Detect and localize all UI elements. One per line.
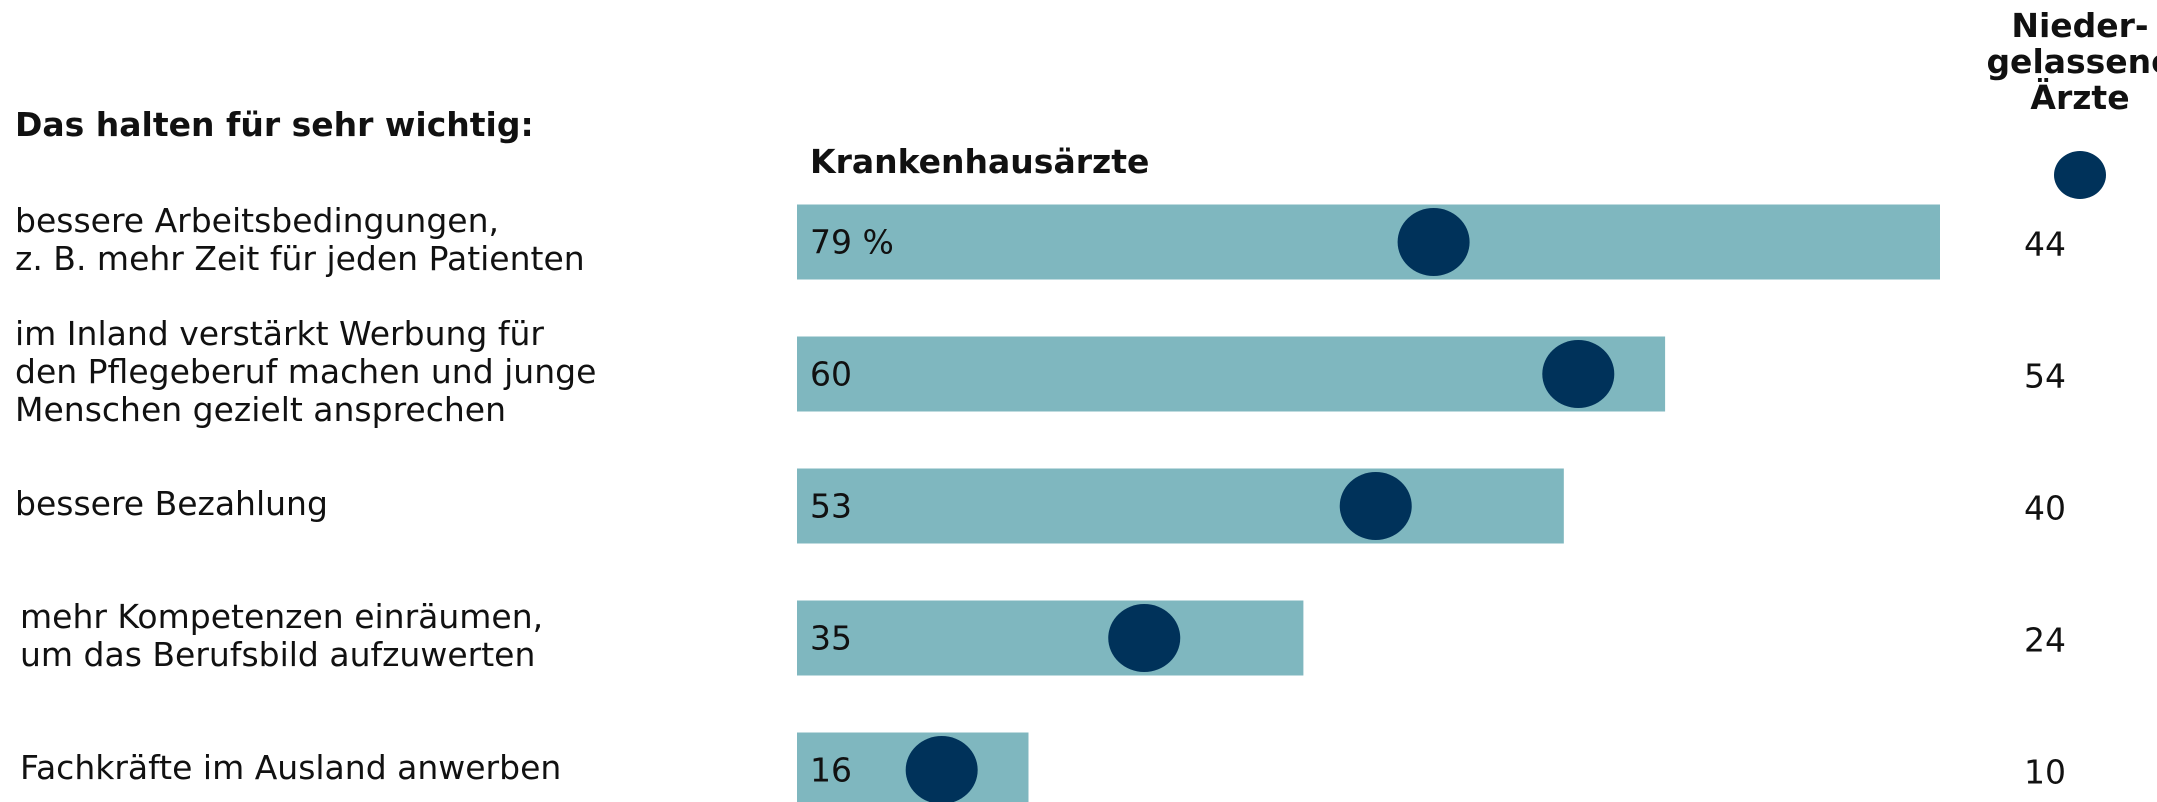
- bar: [797, 600, 1304, 676]
- value-label: 79 %: [810, 223, 894, 262]
- dot: [1339, 472, 1412, 540]
- category-label: Fachkräfte im Ausland anwerben: [20, 748, 562, 787]
- category-label: bessere Bezahlung: [15, 484, 328, 523]
- dot: [1542, 340, 1615, 408]
- value-label: 54: [2024, 357, 2066, 396]
- category-label: im Inland verstärkt Werbung für den Pfle…: [15, 314, 597, 429]
- legend-marker: [2054, 151, 2106, 199]
- value-label: 53: [810, 487, 852, 526]
- bar: [797, 204, 1940, 280]
- category-label: bessere Arbeitsbedingungen, z. B. mehr Z…: [15, 201, 585, 278]
- dot: [905, 736, 978, 802]
- chart-title: Das halten für sehr wichtig:: [15, 105, 534, 144]
- value-label: 40: [2024, 489, 2066, 528]
- legend-label: Nieder- gelassene Ärzte: [1986, 6, 2157, 117]
- bar: [797, 336, 1666, 412]
- dot: [1108, 604, 1181, 672]
- dot: [1397, 208, 1470, 276]
- value-label: 44: [2024, 225, 2066, 264]
- value-label: 35: [810, 619, 852, 658]
- value-label: 24: [2024, 621, 2066, 660]
- value-label: 10: [2024, 753, 2066, 792]
- value-label: 60: [810, 355, 852, 394]
- series-label: Krankenhausärzte: [810, 142, 1150, 181]
- value-label: 16: [810, 751, 852, 790]
- bar: [797, 468, 1564, 544]
- category-label: mehr Kompetenzen einräumen, um das Beruf…: [20, 597, 544, 674]
